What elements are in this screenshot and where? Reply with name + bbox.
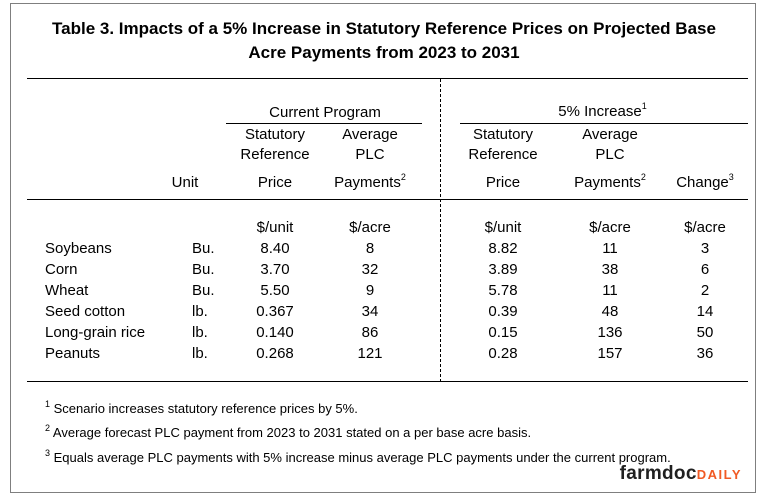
- section-divider: [440, 79, 441, 382]
- crop-unit: lb.: [192, 303, 208, 320]
- table-frame: [10, 3, 756, 493]
- footnote-3: 3 Equals average PLC payments with 5% in…: [45, 447, 671, 465]
- units-cur-price: $/unit: [256, 219, 294, 236]
- units-new-price: $/unit: [484, 219, 522, 236]
- cur-price: 0.367: [256, 303, 294, 320]
- header-plc-line2: PLC: [355, 146, 385, 163]
- crop-unit: Bu.: [192, 261, 215, 278]
- crop-unit: Bu.: [192, 240, 215, 257]
- cur-price: 0.268: [256, 345, 294, 362]
- header-srp5-line3: Price: [485, 174, 521, 191]
- change-value: 2: [700, 282, 710, 299]
- footnote-1: 1 Scenario increases statutory reference…: [45, 398, 358, 416]
- crop-unit: lb.: [192, 324, 208, 341]
- new-plc: 48: [601, 303, 619, 320]
- header-srp5-line1: Statutory: [472, 126, 534, 143]
- header-plc-line1: Average: [342, 126, 398, 143]
- header-srp-line2: Reference: [240, 146, 310, 163]
- crop-name: Wheat: [45, 282, 89, 299]
- cur-plc: 8: [365, 240, 375, 257]
- units-change: $/acre: [684, 219, 726, 236]
- new-plc: 11: [602, 240, 618, 257]
- crop-name: Corn: [45, 261, 78, 278]
- header-plc5-line2: PLC: [595, 146, 625, 163]
- cur-price: 8.40: [260, 240, 290, 257]
- change-value: 36: [696, 345, 714, 362]
- header-change: Change3: [676, 172, 734, 192]
- new-plc: 11: [602, 282, 618, 299]
- units-cur-plc: $/acre: [349, 219, 391, 236]
- change-value: 6: [700, 261, 710, 278]
- change-value: 50: [696, 324, 714, 341]
- group-current-program: Current Program: [269, 104, 381, 121]
- new-price: 5.78: [488, 282, 518, 299]
- crop-name: Peanuts: [45, 345, 101, 362]
- units-new-plc: $/acre: [589, 219, 631, 236]
- crop-name: Seed cotton: [45, 303, 126, 320]
- new-price: 0.15: [488, 324, 518, 341]
- cur-price: 0.140: [256, 324, 294, 341]
- group-current-rule: [226, 123, 422, 124]
- header-srp5-line2: Reference: [468, 146, 538, 163]
- header-plc5-line1: Average: [582, 126, 638, 143]
- header-srp-line3: Price: [257, 174, 293, 191]
- cur-plc: 121: [357, 345, 383, 362]
- cur-price: 3.70: [260, 261, 290, 278]
- new-plc: 136: [597, 324, 623, 341]
- group-5pct-increase: 5% Increase1: [558, 101, 647, 121]
- table-title-line1: Table 3. Impacts of a 5% Increase in Sta…: [52, 19, 716, 38]
- change-value: 3: [700, 240, 710, 257]
- header-unit: Unit: [171, 174, 199, 191]
- header-rule: [27, 199, 748, 200]
- new-price: 8.82: [488, 240, 518, 257]
- title-rule: [27, 78, 748, 79]
- new-plc: 157: [597, 345, 623, 362]
- header-plc5-line3: Payments2: [574, 172, 646, 192]
- cur-plc: 86: [361, 324, 379, 341]
- header-srp-line1: Statutory: [244, 126, 306, 143]
- crop-name: Soybeans: [45, 240, 112, 257]
- crop-name: Long-grain rice: [45, 324, 146, 341]
- footnote-2: 2 Average forecast PLC payment from 2023…: [45, 422, 532, 440]
- new-price: 3.89: [488, 261, 518, 278]
- header-plc-line3: Payments2: [334, 172, 406, 192]
- crop-unit: Bu.: [192, 282, 215, 299]
- cur-plc: 9: [365, 282, 375, 299]
- crop-unit: lb.: [192, 345, 208, 362]
- table-bottom-rule: [27, 381, 748, 382]
- new-price: 0.39: [488, 303, 518, 320]
- group-increase-rule: [460, 123, 748, 124]
- farmdoc-daily-logo: farmdocDAILY: [619, 463, 742, 484]
- cur-plc: 32: [361, 261, 379, 278]
- cur-price: 5.50: [260, 282, 290, 299]
- new-price: 0.28: [488, 345, 518, 362]
- cur-plc: 34: [361, 303, 379, 320]
- new-plc: 38: [601, 261, 619, 278]
- change-value: 14: [696, 303, 714, 320]
- table-title-line2: Acre Payments from 2023 to 2031: [248, 43, 520, 62]
